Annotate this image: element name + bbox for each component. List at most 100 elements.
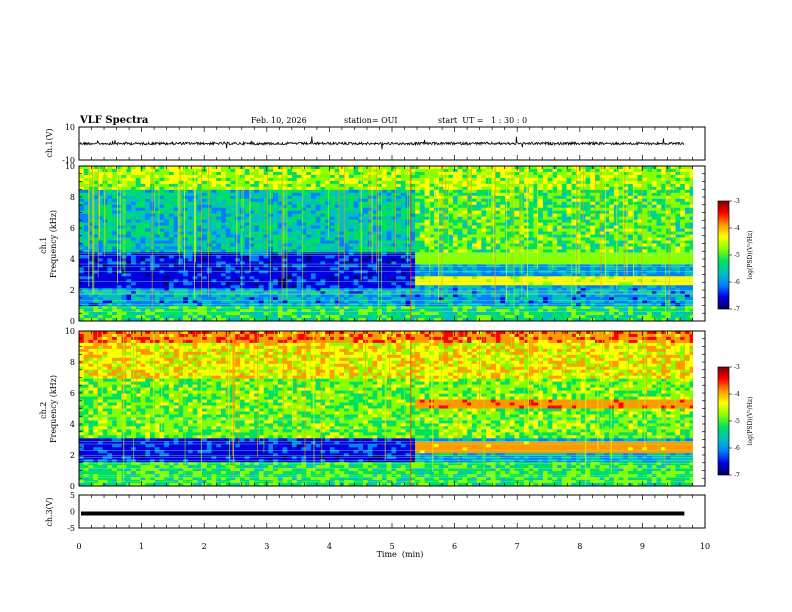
ch1-spectrogram-cell bbox=[334, 276, 340, 280]
ch1-spectrogram-cell bbox=[684, 210, 690, 214]
ch1-spectrogram-cell bbox=[410, 183, 416, 188]
ch1-spectrogram-cell bbox=[462, 186, 468, 191]
ch1-spectrogram-cell bbox=[599, 195, 605, 200]
ch1-spectrogram-cell bbox=[609, 198, 615, 203]
ch1-spectrogram-cell bbox=[306, 198, 312, 203]
ch1-spectrogram-cell bbox=[107, 228, 113, 232]
ch1-spectrogram-cell bbox=[83, 240, 89, 244]
ch1-spectrogram-cell bbox=[221, 198, 227, 203]
ch1-spectrogram-cell bbox=[405, 273, 411, 277]
ch1-spectrogram-cell bbox=[211, 195, 217, 200]
ch1-spectrogram-cell bbox=[239, 267, 245, 271]
ch1-spectrogram-cell bbox=[348, 264, 354, 268]
ch1-spectrogram-cell bbox=[97, 249, 103, 253]
ch1-spectrogram-cell bbox=[613, 225, 619, 229]
ch1-spectrogram-cell bbox=[164, 225, 170, 229]
ch1-spectrogram-cell bbox=[500, 267, 506, 271]
ch1-spectrogram-cell bbox=[296, 264, 302, 268]
ch1-spectrogram-cell bbox=[438, 270, 444, 274]
ch1-spectrogram-cell bbox=[277, 204, 283, 209]
ch1-spectrogram-cell bbox=[471, 168, 477, 173]
ch1-spectrogram-cell bbox=[348, 168, 354, 173]
ch1-spectrogram-cell bbox=[457, 270, 463, 274]
ch1-spectrogram-cell bbox=[533, 243, 539, 247]
ch1-spectrogram-cell bbox=[329, 198, 335, 203]
ch1-spectrogram-cell bbox=[500, 240, 506, 244]
ch1-spectrogram-cell bbox=[443, 267, 449, 271]
ch1-spectrogram-cell bbox=[107, 231, 113, 235]
ch1-spectrogram-cell bbox=[79, 177, 85, 182]
ch1-spectrogram-cell bbox=[225, 216, 231, 220]
ch1-spectrogram-cell bbox=[448, 240, 454, 244]
ch1-spectrogram-cell bbox=[505, 243, 511, 247]
ch1-spectrogram-cell bbox=[386, 192, 392, 197]
ch1-spectrogram-cell bbox=[448, 210, 454, 214]
ch1-spectrogram-cell bbox=[628, 207, 634, 212]
ch1-spectrogram-cell bbox=[642, 186, 648, 191]
ch1-spectrogram-cell bbox=[112, 219, 118, 223]
ch1-spectrogram-cell bbox=[528, 198, 534, 203]
ch1-spectrogram-cell bbox=[287, 204, 293, 209]
ch1-spectrogram-cell bbox=[410, 264, 416, 268]
ch1-spectrogram-cell bbox=[642, 166, 648, 170]
ch1-spectrogram-cell bbox=[684, 192, 690, 197]
ch1-spectrogram-cell bbox=[268, 186, 274, 191]
ch1-spectrogram-cell bbox=[339, 174, 345, 179]
ch1-spectrogram-cell bbox=[495, 177, 501, 182]
ch1-spectrogram-cell bbox=[452, 249, 458, 253]
ch1-spectrogram-cell bbox=[424, 237, 430, 241]
ch1-spectrogram-cell bbox=[372, 240, 378, 244]
ch1-spectrogram-cell bbox=[225, 240, 231, 244]
ch1-spectrogram-cell bbox=[372, 210, 378, 214]
ch1-spectrogram-cell bbox=[656, 237, 662, 241]
ch1-spectrogram-cell bbox=[306, 201, 312, 206]
ch1-spectrogram-cell bbox=[310, 261, 316, 265]
ch1-spectrogram-cell bbox=[258, 171, 264, 176]
ch1-spectrogram-cell bbox=[566, 192, 572, 197]
ch1-spectrogram-cell bbox=[107, 270, 113, 274]
ch1-spectrogram-cell bbox=[642, 213, 648, 217]
ch1-spectrogram-cell bbox=[443, 270, 449, 274]
ch1-spectrogram-cell bbox=[235, 177, 241, 182]
ch1-spectrogram-cell bbox=[462, 219, 468, 223]
ch1-spectrogram-cell bbox=[557, 210, 563, 214]
ch1-spectrogram-cell bbox=[145, 276, 151, 280]
ch1-spectrogram-cell bbox=[613, 267, 619, 271]
ch1-spectrogram-cell bbox=[135, 261, 141, 265]
ch1-spectrogram-cell bbox=[131, 216, 137, 220]
ch1-spectrogram-cell bbox=[268, 195, 274, 200]
ch1-spectrogram-cell bbox=[438, 234, 444, 238]
ch1-spectrogram-cell bbox=[391, 252, 397, 256]
ch1-spectrogram-cell bbox=[320, 246, 326, 250]
ch1-spectrogram-cell bbox=[424, 249, 430, 253]
ch1-spectrogram-cell bbox=[244, 261, 250, 265]
ch1-spectrogram-cell bbox=[590, 198, 596, 203]
ch1-spectrogram-cell bbox=[476, 231, 482, 235]
ch1-spectrogram-cell bbox=[235, 195, 241, 200]
ch1-spectrogram-cell bbox=[590, 174, 596, 179]
ch1-spectrogram-cell bbox=[93, 243, 99, 247]
ch1-spectrogram-cell bbox=[344, 213, 350, 217]
ch1-spectrogram-cell bbox=[334, 261, 340, 265]
ch1-spectrogram-cell bbox=[618, 240, 624, 244]
ch1-spectrogram-cell bbox=[202, 186, 208, 191]
ch1-spectrogram-cell bbox=[623, 222, 629, 226]
ch1-spectrogram-cell bbox=[405, 267, 411, 271]
ch1-spectrogram-cell bbox=[557, 186, 563, 191]
ch1-spectrogram-cell bbox=[344, 207, 350, 212]
ch1-spectrogram-cell bbox=[168, 267, 174, 271]
ch1-spectrogram-cell bbox=[585, 231, 591, 235]
ch1-spectrogram-cell bbox=[429, 198, 435, 203]
ch1-spectrogram-cell bbox=[102, 276, 108, 280]
ch1-spectrogram-cell bbox=[599, 207, 605, 212]
ch1-spectrogram-cell bbox=[675, 267, 681, 271]
ch1-spectrogram-cell bbox=[135, 222, 141, 226]
ch1-spectrogram-cell bbox=[244, 189, 250, 194]
ch1-spectrogram-cell bbox=[557, 243, 563, 247]
ch1-spectrogram-cell bbox=[561, 174, 567, 179]
ch1-spectrogram-cell bbox=[358, 240, 364, 244]
ch1-spectrogram-cell bbox=[273, 258, 279, 262]
ch1-spectrogram-cell bbox=[287, 243, 293, 247]
ch1-spectrogram-cell bbox=[273, 166, 279, 170]
ch1-spectrogram-cell bbox=[481, 192, 487, 197]
